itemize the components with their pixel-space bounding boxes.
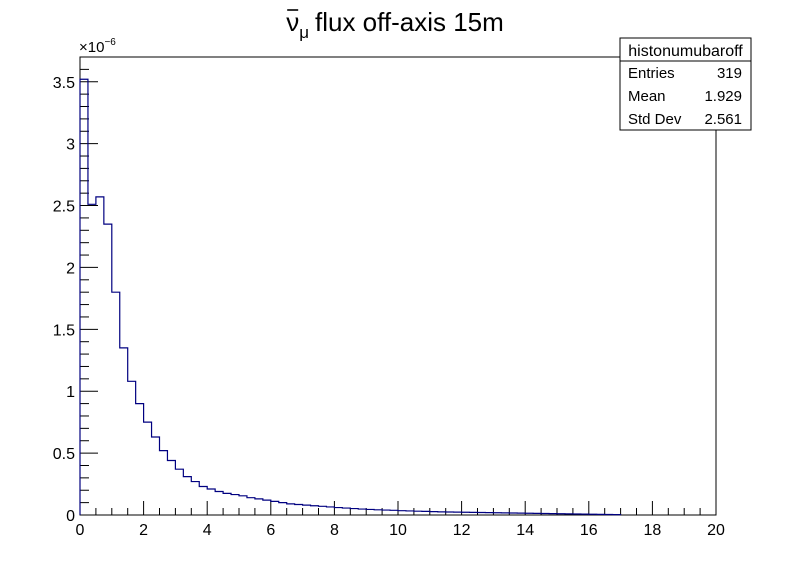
y-tick-label: 0.5 <box>53 446 75 463</box>
x-tick-label: 10 <box>389 522 407 539</box>
stats-entries-value: 319 <box>717 65 742 82</box>
y-tick-label: 2.5 <box>53 199 75 216</box>
y-tick-label: 2 <box>66 260 75 277</box>
y-tick-label: 1 <box>66 384 75 401</box>
x-tick-label: 2 <box>139 522 148 539</box>
y-tick-label: 1.5 <box>53 322 75 339</box>
y-axis-multiplier: ×10−6 <box>79 37 116 56</box>
x-tick-label: 16 <box>580 522 598 539</box>
stats-box-name: histonumubaroff <box>628 43 743 60</box>
y-tick-label: 3 <box>66 137 75 154</box>
axes-layer: 0 2 4 6 8 10 12 14 16 18 20 0 0.5 1 1.5 2 2.5 3 3.5 <box>53 68 725 539</box>
x-tick-label: 12 <box>453 522 471 539</box>
chart-title: νμ flux off-axis 15m <box>286 7 504 42</box>
x-tick-label: 8 <box>330 522 339 539</box>
x-tick-label: 4 <box>203 522 212 539</box>
stats-box: histonumubaroff Entries 319 Mean 1.929 S… <box>619 37 752 131</box>
y-tick-label: 0 <box>66 508 75 525</box>
x-tick-label: 18 <box>644 522 662 539</box>
title-mu-subscript: μ <box>299 23 309 42</box>
x-tick-label: 20 <box>707 522 725 539</box>
x-tick-label: 0 <box>76 522 85 539</box>
histogram-line <box>79 78 622 516</box>
title-text: flux off-axis 15m <box>315 7 504 37</box>
y-tick-label: 3.5 <box>53 75 75 92</box>
stats-mean-label: Mean <box>628 88 666 105</box>
x-tick-label: 6 <box>266 522 275 539</box>
stats-box-border <box>619 37 752 131</box>
stats-mean-value: 1.929 <box>704 88 742 105</box>
stats-stddev-value: 2.561 <box>704 111 742 128</box>
stats-stddev-label: Std Dev <box>628 111 682 128</box>
title-nu-bar-symbol: ν <box>286 7 299 37</box>
x-tick-label: 14 <box>516 522 534 539</box>
y-multiplier-exponent: −6 <box>104 37 116 48</box>
stats-entries-label: Entries <box>628 65 675 82</box>
y-multiplier-base: ×10 <box>79 39 104 56</box>
